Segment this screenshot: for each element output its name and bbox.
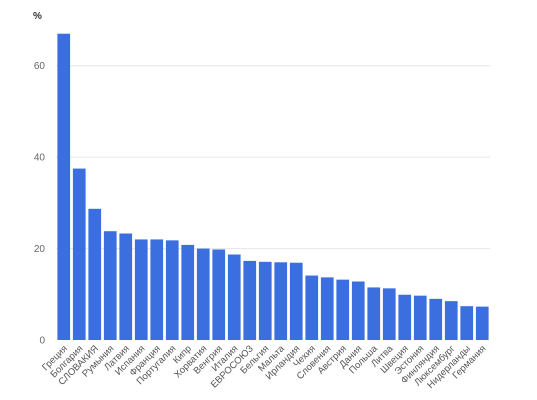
bar bbox=[103, 231, 117, 340]
bars-layer bbox=[57, 33, 489, 340]
y-axis: 0 20 40 60 bbox=[34, 61, 46, 346]
y-axis-unit-label: % bbox=[33, 11, 42, 22]
bar bbox=[351, 281, 365, 340]
bar bbox=[429, 298, 443, 340]
bar bbox=[165, 240, 179, 340]
bar bbox=[382, 288, 396, 340]
bar bbox=[289, 262, 303, 340]
bar bbox=[150, 239, 164, 340]
bar bbox=[367, 287, 381, 340]
bar bbox=[460, 306, 474, 340]
bar bbox=[305, 275, 319, 340]
bar bbox=[227, 254, 241, 340]
bar bbox=[88, 208, 102, 340]
bar bbox=[181, 244, 195, 340]
grid-layer bbox=[56, 65, 490, 250]
bar bbox=[475, 306, 489, 340]
bar bbox=[444, 301, 458, 340]
bar bbox=[119, 233, 133, 340]
bar bbox=[398, 294, 412, 340]
bar bbox=[243, 260, 257, 340]
bar bbox=[196, 248, 210, 340]
bar bbox=[258, 261, 272, 340]
bar bbox=[72, 168, 86, 340]
bar bbox=[413, 295, 427, 340]
bar bbox=[57, 33, 71, 340]
bar bbox=[274, 262, 288, 340]
y-tick-label: 0 bbox=[39, 336, 45, 347]
y-tick-label: 60 bbox=[34, 61, 46, 72]
y-tick-label: 20 bbox=[34, 244, 46, 255]
y-tick-label: 40 bbox=[34, 153, 46, 164]
bar bbox=[320, 277, 334, 340]
x-axis: ГрецияБолгарияСЛОВАКИЯРумынияЛатвияИспан… bbox=[40, 343, 488, 391]
bar bbox=[336, 279, 350, 340]
bar bbox=[212, 249, 226, 340]
bar bbox=[134, 239, 148, 340]
